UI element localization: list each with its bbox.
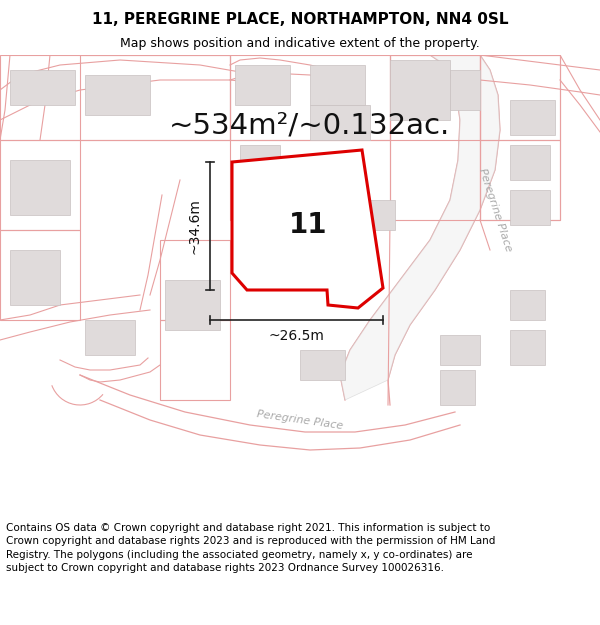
Text: Map shows position and indicative extent of the property.: Map shows position and indicative extent…	[120, 38, 480, 51]
Polygon shape	[85, 75, 150, 115]
Polygon shape	[510, 145, 550, 180]
Polygon shape	[440, 370, 475, 405]
Polygon shape	[85, 320, 135, 355]
Text: Peregrine Place: Peregrine Place	[256, 409, 344, 431]
Polygon shape	[310, 105, 370, 140]
Polygon shape	[440, 335, 480, 365]
Text: ~534m²/~0.132ac.: ~534m²/~0.132ac.	[169, 111, 451, 139]
Polygon shape	[10, 250, 60, 305]
Polygon shape	[510, 190, 550, 225]
Polygon shape	[235, 65, 290, 105]
Polygon shape	[345, 200, 395, 230]
Text: 11: 11	[289, 211, 327, 239]
Polygon shape	[340, 55, 500, 400]
Text: ~26.5m: ~26.5m	[269, 329, 325, 343]
Polygon shape	[260, 170, 330, 230]
Polygon shape	[450, 70, 480, 110]
Polygon shape	[10, 70, 75, 105]
Polygon shape	[232, 150, 383, 308]
Polygon shape	[165, 280, 220, 330]
Text: ~34.6m: ~34.6m	[187, 198, 201, 254]
Polygon shape	[390, 60, 450, 120]
Polygon shape	[510, 100, 555, 135]
Text: Contains OS data © Crown copyright and database right 2021. This information is : Contains OS data © Crown copyright and d…	[6, 523, 496, 572]
Polygon shape	[300, 350, 345, 380]
Polygon shape	[10, 160, 70, 215]
Polygon shape	[310, 65, 365, 105]
Polygon shape	[240, 145, 280, 190]
Polygon shape	[510, 330, 545, 365]
Text: 11, PEREGRINE PLACE, NORTHAMPTON, NN4 0SL: 11, PEREGRINE PLACE, NORTHAMPTON, NN4 0S…	[92, 12, 508, 27]
Polygon shape	[510, 290, 545, 320]
Text: Peregrine Place: Peregrine Place	[477, 167, 513, 253]
